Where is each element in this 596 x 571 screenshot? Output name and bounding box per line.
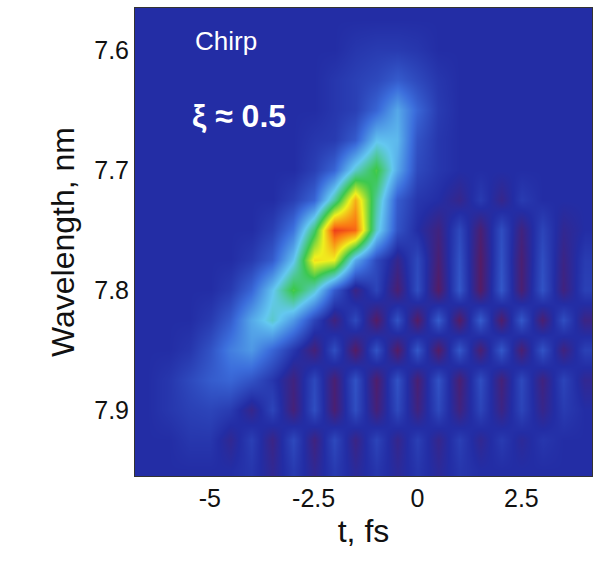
svg-text:-5: -5 bbox=[199, 484, 221, 512]
svg-text:7.7: 7.7 bbox=[94, 156, 129, 184]
svg-text:7.8: 7.8 bbox=[94, 276, 129, 304]
svg-text:Wavelength, nm: Wavelength, nm bbox=[45, 127, 81, 357]
svg-text:Chirp: Chirp bbox=[195, 26, 257, 56]
svg-text:2.5: 2.5 bbox=[504, 484, 539, 512]
svg-text:7.9: 7.9 bbox=[94, 396, 129, 424]
svg-text:0: 0 bbox=[411, 484, 425, 512]
svg-text:7.6: 7.6 bbox=[94, 36, 129, 64]
svg-text:-2.5: -2.5 bbox=[292, 484, 335, 512]
svg-text:t, fs: t, fs bbox=[338, 513, 390, 549]
svg-text:ξ ≈ 0.5: ξ ≈ 0.5 bbox=[192, 98, 286, 134]
